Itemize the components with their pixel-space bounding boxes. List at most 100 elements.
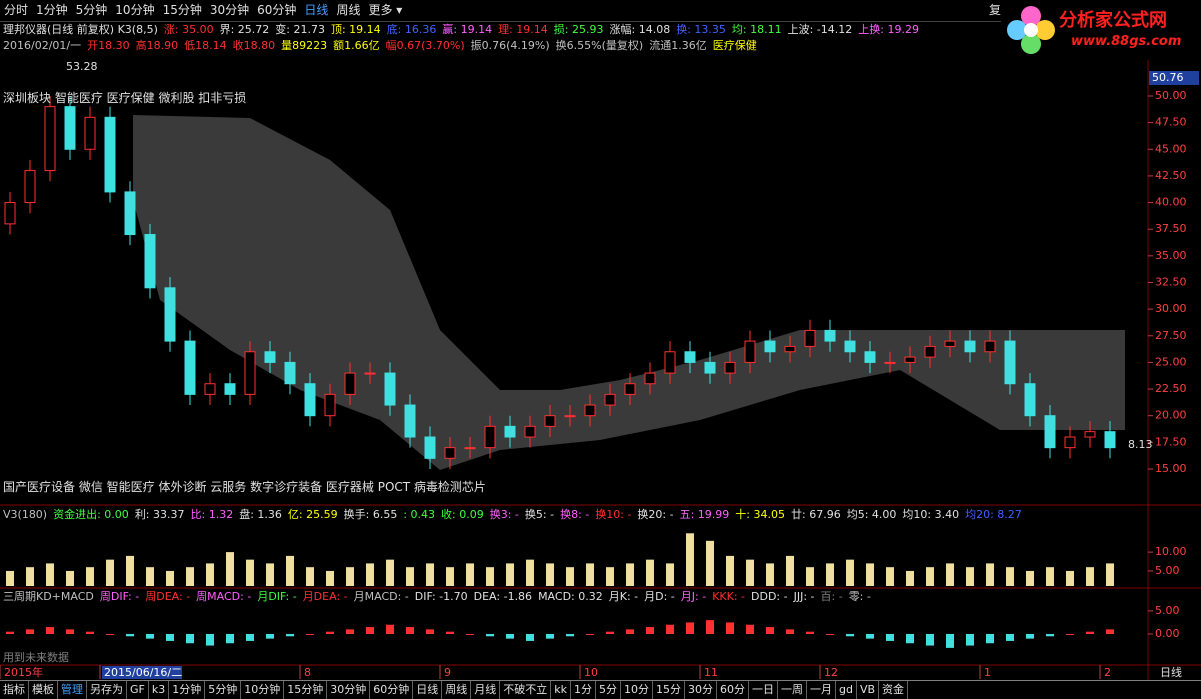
menu-item[interactable]: 1分钟: [36, 3, 68, 17]
toolbar-button[interactable]: 30分钟: [327, 681, 371, 699]
menu-item[interactable]: 更多 ▾: [368, 3, 403, 17]
toolbar-button[interactable]: 1分钟: [169, 681, 206, 699]
info-item: 廿: 67.96: [791, 508, 841, 521]
menu-item[interactable]: 60分钟: [257, 3, 297, 17]
menu-item[interactable]: 10分钟: [115, 3, 155, 17]
toolbar-button[interactable]: 60分: [717, 681, 749, 699]
info-item: 损: 25.93: [553, 23, 604, 36]
toolbar-button[interactable]: 另存为: [87, 681, 127, 699]
bar: [126, 634, 134, 637]
bar: [246, 634, 254, 641]
bar: [446, 631, 454, 634]
info-item: 换10: -: [595, 508, 632, 521]
info-item: 换5: -: [524, 508, 555, 521]
bar: [746, 559, 754, 586]
toolbar-button[interactable]: 管理: [58, 681, 87, 699]
toolbar-button[interactable]: 10分钟: [241, 681, 285, 699]
bar: [986, 634, 994, 644]
logo-title: 分析家公式网: [1059, 10, 1167, 31]
toolbar-button[interactable]: 1分: [571, 681, 596, 699]
info-item: 换: 13.35: [676, 23, 726, 36]
toolbar-button[interactable]: 一日: [749, 681, 778, 699]
bar: [286, 634, 294, 637]
menu-item[interactable]: 30分钟: [209, 3, 250, 17]
bar: [186, 567, 194, 586]
y-tick-label: 10.00: [1155, 545, 1187, 558]
bar: [326, 570, 334, 586]
bar: [1066, 634, 1074, 635]
candle-body: [204, 383, 216, 395]
bar: [66, 629, 74, 634]
bar: [1086, 631, 1094, 634]
y-tick-label: 5.00: [1155, 564, 1180, 577]
concepts: 深圳板块 智能医疗 医疗保健 微利股 扣非亏损: [3, 91, 247, 105]
info-item: 均20: 8.27: [965, 508, 1022, 521]
y-tick-label: 50.00: [1155, 89, 1187, 102]
bar: [386, 624, 394, 634]
bar: [386, 559, 394, 586]
menu-item[interactable]: 周线: [336, 3, 361, 17]
bar: [1046, 634, 1054, 637]
toolbar-button[interactable]: 30分: [685, 681, 717, 699]
candle-body: [184, 340, 196, 395]
bar: [786, 629, 794, 634]
toolbar-button[interactable]: 一月: [807, 681, 836, 699]
bar: [886, 634, 894, 641]
menu-right[interactable]: 复: [989, 3, 1002, 17]
toolbar-button[interactable]: gd: [836, 681, 857, 699]
bar: [886, 567, 894, 586]
bar: [526, 559, 534, 586]
toolbar-button[interactable]: 模板: [29, 681, 58, 699]
toolbar-button[interactable]: VB: [857, 681, 880, 699]
y-tick-label: 40.00: [1155, 196, 1187, 209]
info-item: KKK: -: [712, 590, 746, 603]
toolbar-button[interactable]: 日线: [413, 681, 443, 699]
toolbar-button[interactable]: kk: [551, 681, 571, 699]
toolbar-button[interactable]: 指标: [0, 681, 29, 699]
toolbar-button[interactable]: 10分: [621, 681, 653, 699]
toolbar-button[interactable]: 5分钟: [205, 681, 242, 699]
bar: [406, 627, 414, 634]
bar: [346, 567, 354, 586]
toolbar-button[interactable]: 5分: [596, 681, 621, 699]
bar: [306, 567, 314, 586]
bar: [1106, 563, 1114, 586]
y-tick-label: 17.50: [1155, 435, 1187, 448]
toolbar-button[interactable]: k3: [149, 681, 170, 699]
toolbar-button[interactable]: 一周: [778, 681, 807, 699]
bar: [166, 570, 174, 586]
info-item: 2016/02/01/一: [3, 39, 82, 52]
info-item: 月DIF: -: [257, 590, 297, 603]
info-item: 换3: -: [489, 508, 519, 521]
info-item: 涨: 35.00: [163, 23, 214, 36]
toolbar-button[interactable]: 资金: [879, 681, 909, 699]
toolbar-button[interactable]: 周线: [442, 681, 472, 699]
candle-body: [164, 287, 176, 342]
candle-body: [1024, 383, 1036, 417]
toolbar-button[interactable]: 15分钟: [284, 681, 328, 699]
bar: [946, 634, 954, 648]
bar: [726, 555, 734, 586]
toolbar-button[interactable]: GF: [127, 681, 149, 699]
toolbar-button[interactable]: 不破不立: [500, 681, 552, 699]
menu-item[interactable]: 日线: [304, 3, 329, 17]
bar: [906, 570, 914, 586]
bar: [786, 555, 794, 586]
future-note: 用到未来数据: [3, 651, 69, 664]
toolbar-button[interactable]: 15分: [653, 681, 685, 699]
menu-item[interactable]: 5分钟: [75, 3, 108, 17]
menu-item[interactable]: 15分钟: [162, 3, 202, 17]
y-tick-label: 22.50: [1155, 382, 1187, 395]
info-item: 收: 0.09: [441, 508, 484, 521]
bar: [446, 567, 454, 586]
bar: [266, 634, 274, 639]
toolbar-button[interactable]: 月线: [471, 681, 501, 699]
toolbar-button[interactable]: 60分钟: [370, 681, 414, 699]
menu-item[interactable]: 分时: [4, 3, 29, 17]
info-item: 理: 19.14: [498, 23, 548, 36]
bar: [946, 563, 954, 586]
high-label: 53.28: [66, 60, 98, 73]
candle-body: [704, 361, 716, 374]
candle-body: [464, 447, 476, 450]
